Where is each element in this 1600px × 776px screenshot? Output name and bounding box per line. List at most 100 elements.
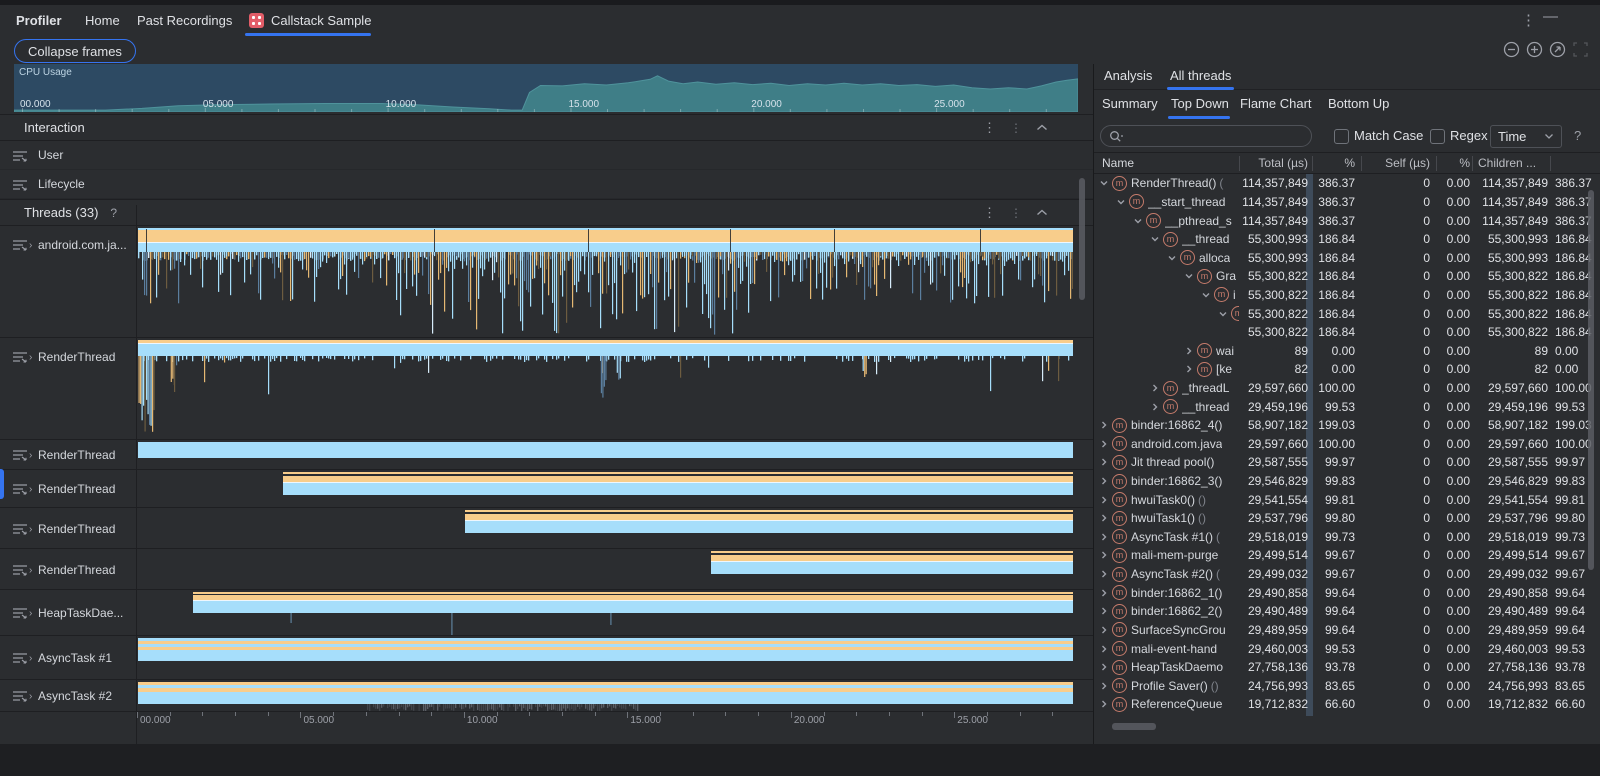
regex-checkbox[interactable]: [1430, 129, 1445, 144]
thread-row[interactable]: › RenderThread: [0, 508, 1093, 549]
interaction-row-lifecycle[interactable]: Lifecycle: [0, 170, 1093, 199]
col-children[interactable]: Children ...: [1478, 156, 1537, 170]
track-handle-icon[interactable]: [12, 690, 28, 703]
table-row[interactable]: m binder:16862_3() 29,546,829 99.83 0 0.00 29,…: [1094, 472, 1600, 491]
search-help-icon[interactable]: ?: [1574, 128, 1582, 143]
more-actions-icon[interactable]: ⋮: [1521, 12, 1536, 29]
reset-zoom-icon[interactable]: [1549, 41, 1566, 58]
expand-thread-icon[interactable]: ›: [29, 450, 33, 461]
expand-node-icon[interactable]: [1098, 550, 1110, 560]
interaction-section-header[interactable]: Interaction ⋮ ⋮: [0, 114, 1093, 141]
expand-thread-icon[interactable]: ›: [29, 484, 33, 495]
thread-row[interactable]: › RenderThread: [0, 549, 1093, 590]
table-row[interactable]: m alloca 55,300,993 186.84 0 0.00 55,300,993 18…: [1094, 248, 1600, 267]
thread-flame-track[interactable]: [138, 510, 1073, 548]
expand-thread-icon[interactable]: ›: [29, 352, 33, 363]
table-row[interactable]: m mali-mem-purge 29,499,514 99.67 0 0.00 29,49…: [1094, 546, 1600, 565]
collapse-node-icon[interactable]: [1166, 253, 1178, 263]
table-row[interactable]: m [ke 82 0.00 0 0.00 82 0.00: [1094, 360, 1600, 379]
table-row[interactable]: m binder:16862_2() 29,490,489 99.64 0 0.00 29,…: [1094, 602, 1600, 621]
collapse-node-icon[interactable]: [1132, 216, 1144, 226]
collapse-node-icon[interactable]: [1217, 309, 1229, 319]
table-row[interactable]: m wai 89 0.00 0 0.00 89 0.00: [1094, 341, 1600, 360]
interaction-menu-icon[interactable]: ⋮: [983, 119, 996, 135]
collapse-node-icon[interactable]: [1200, 290, 1212, 300]
time-filter-dropdown[interactable]: Time: [1490, 125, 1562, 148]
subtab-flame-chart[interactable]: Flame Chart: [1240, 96, 1312, 111]
expand-node-icon[interactable]: [1098, 457, 1110, 467]
threads-scrollbar[interactable]: [1079, 178, 1085, 300]
expand-thread-icon[interactable]: ›: [29, 691, 33, 702]
table-row[interactable]: m Jit thread pool() 29,587,555 99.97 0 0.00 29…: [1094, 453, 1600, 472]
expand-node-icon[interactable]: [1098, 495, 1110, 505]
expand-node-icon[interactable]: [1098, 513, 1110, 523]
thread-row[interactable]: › RenderThread: [0, 470, 1093, 508]
match-case-label[interactable]: Match Case: [1354, 128, 1424, 143]
track-handle-icon[interactable]: [12, 150, 28, 163]
table-row[interactable]: m ReferenceQueue 19,712,832 66.60 0 0.00 19,71…: [1094, 695, 1600, 714]
table-row[interactable]: 55,300,822 186.84 0 0.00 55,300,822 186.84: [1094, 323, 1600, 342]
tab-past-recordings[interactable]: Past Recordings: [137, 13, 233, 28]
thread-row[interactable]: › RenderThread: [0, 338, 1093, 440]
table-row[interactable]: m _threadL 29,597,660 100.00 0 0.00 29,597,660…: [1094, 379, 1600, 398]
search-input[interactable]: [1100, 125, 1312, 147]
zoom-to-selection-icon[interactable]: [1572, 41, 1589, 58]
thread-row[interactable]: › HeapTaskDae...: [0, 590, 1093, 636]
collapse-node-icon[interactable]: [1098, 178, 1110, 188]
expand-node-icon[interactable]: [1149, 383, 1161, 393]
match-case-checkbox[interactable]: [1334, 129, 1349, 144]
tab-all-threads[interactable]: All threads: [1170, 68, 1232, 83]
table-row[interactable]: m binder:16862_1() 29,490,858 99.64 0 0.00 29,…: [1094, 583, 1600, 602]
thread-row[interactable]: › RenderThread: [0, 440, 1093, 470]
track-handle-icon[interactable]: [12, 523, 28, 536]
column-divider-highlight[interactable]: [1306, 174, 1313, 716]
expand-node-icon[interactable]: [1098, 644, 1110, 654]
interaction-collapse-icon[interactable]: [1036, 124, 1048, 131]
thread-row[interactable]: › AsyncTask #2: [0, 680, 1093, 712]
expand-node-icon[interactable]: [1098, 588, 1110, 598]
table-row[interactable]: m hwuiTask1()() 29,537,796 99.80 0 0.00 29,537…: [1094, 509, 1600, 528]
expand-thread-icon[interactable]: ›: [29, 564, 33, 576]
track-handle-icon[interactable]: [12, 652, 28, 665]
table-row[interactable]: m binder:16862_4() 58,907,182 199.03 0 0.00 58…: [1094, 416, 1600, 435]
table-row[interactable]: m __pthread_s 114,357,849 386.37 0 0.00 114,35…: [1094, 211, 1600, 230]
expand-thread-icon[interactable]: ›: [29, 523, 33, 535]
expand-node-icon[interactable]: [1098, 606, 1110, 616]
threads-grip-icon[interactable]: ⋮: [1010, 205, 1022, 220]
expand-thread-icon[interactable]: ›: [29, 608, 33, 619]
table-row[interactable]: m __start_thread 114,357,849 386.37 0 0.00 114…: [1094, 193, 1600, 212]
collapse-node-icon[interactable]: [1183, 271, 1195, 281]
tab-analysis[interactable]: Analysis: [1104, 68, 1153, 83]
expand-node-icon[interactable]: [1098, 476, 1110, 486]
regex-label[interactable]: Regex: [1450, 128, 1488, 143]
expand-node-icon[interactable]: [1098, 532, 1110, 542]
threads-menu-icon[interactable]: ⋮: [983, 204, 996, 220]
thread-flame-track[interactable]: [138, 442, 1073, 469]
hide-toolwindow-icon[interactable]: —: [1543, 8, 1558, 25]
table-row[interactable]: m AsyncTask #2()(29,499,032 99.67 0 0.00 29,4…: [1094, 565, 1600, 584]
col-total-pct[interactable]: %: [1344, 156, 1355, 170]
table-row[interactable]: m android.com.java 29,597,660 100.00 0 0.00 29…: [1094, 435, 1600, 454]
thread-row[interactable]: › AsyncTask #1: [0, 636, 1093, 680]
expand-node-icon[interactable]: [1098, 569, 1110, 579]
expand-thread-icon[interactable]: ›: [29, 653, 33, 664]
collapse-node-icon[interactable]: [1115, 197, 1127, 207]
table-row[interactable]: m i 55,300,822 186.84 0 0.00 55,300,822 186.84: [1094, 286, 1600, 305]
table-row[interactable]: m AsyncTask #1()(29,518,019 99.73 0 0.00 29,5…: [1094, 528, 1600, 547]
table-row[interactable]: m hwuiTask0()() 29,541,554 99.81 0 0.00 29,541…: [1094, 490, 1600, 509]
expand-node-icon[interactable]: [1098, 625, 1110, 635]
collapse-frames-button[interactable]: Collapse frames: [14, 39, 136, 63]
table-row[interactable]: m HeapTaskDaemo 27,758,136 93.78 0 0.00 27,758…: [1094, 658, 1600, 677]
threads-section-header[interactable]: Threads (33) ? ⋮ ⋮: [0, 199, 1093, 226]
expand-node-icon[interactable]: [1098, 681, 1110, 691]
col-self-pct[interactable]: %: [1459, 156, 1470, 170]
table-horizontal-scrollbar[interactable]: [1112, 723, 1156, 730]
track-handle-icon[interactable]: [12, 239, 28, 252]
col-self[interactable]: Self (µs): [1385, 156, 1430, 170]
table-row[interactable]: m Gra 55,300,822 186.84 0 0.00 55,300,822 186.8…: [1094, 267, 1600, 286]
zoom-out-icon[interactable]: [1503, 41, 1520, 58]
thread-flame-track[interactable]: [138, 551, 1073, 589]
interaction-grip-icon[interactable]: ⋮: [1010, 120, 1022, 135]
thread-flame-track[interactable]: [138, 228, 1073, 337]
